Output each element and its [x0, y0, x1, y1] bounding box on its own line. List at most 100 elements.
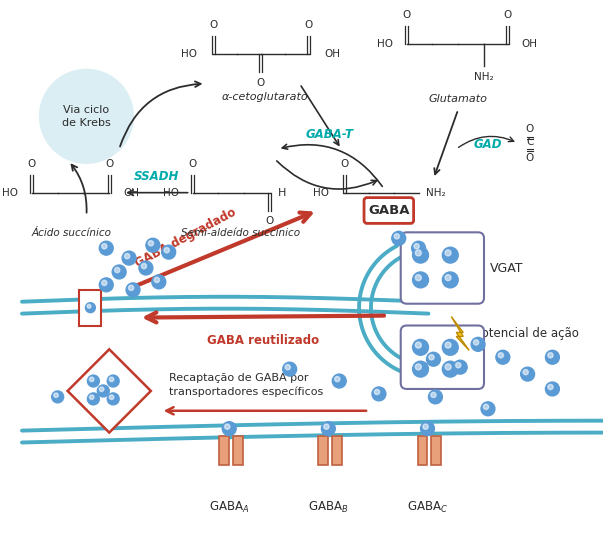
Circle shape: [394, 233, 399, 239]
Bar: [431, 436, 441, 465]
Circle shape: [548, 352, 553, 358]
Bar: [418, 436, 427, 465]
Circle shape: [375, 390, 379, 394]
Circle shape: [321, 422, 335, 436]
Text: NH₂: NH₂: [427, 188, 446, 197]
Circle shape: [442, 272, 458, 288]
Circle shape: [107, 375, 119, 387]
Circle shape: [98, 385, 109, 397]
Text: OH: OH: [324, 49, 341, 59]
Circle shape: [324, 424, 329, 429]
Text: α-cetoglutarato: α-cetoglutarato: [222, 91, 308, 102]
Circle shape: [112, 265, 126, 279]
Circle shape: [155, 277, 159, 282]
Polygon shape: [451, 316, 469, 350]
Text: O: O: [525, 124, 534, 134]
Text: C: C: [526, 137, 533, 147]
Text: O: O: [188, 159, 196, 169]
Text: GABA$_C$: GABA$_C$: [407, 500, 448, 515]
Circle shape: [141, 264, 147, 268]
Text: HO: HO: [2, 188, 18, 197]
Circle shape: [332, 374, 346, 388]
Circle shape: [87, 393, 99, 405]
Text: VGAT: VGAT: [490, 261, 524, 274]
Circle shape: [413, 247, 428, 263]
Text: SSADH: SSADH: [134, 170, 179, 183]
Circle shape: [413, 361, 428, 377]
Circle shape: [498, 352, 504, 358]
Text: GABA-T: GABA-T: [305, 128, 353, 141]
Circle shape: [415, 342, 421, 348]
Text: HO: HO: [181, 49, 198, 59]
Text: GABA reutilizado: GABA reutilizado: [207, 335, 319, 348]
Circle shape: [99, 241, 113, 255]
Circle shape: [473, 340, 479, 345]
Circle shape: [453, 360, 467, 374]
Circle shape: [413, 339, 428, 355]
Bar: [332, 436, 342, 465]
FancyBboxPatch shape: [364, 197, 414, 223]
Circle shape: [445, 364, 451, 370]
Text: GABA$_A$: GABA$_A$: [209, 500, 250, 515]
Text: Potencial de ação: Potencial de ação: [475, 327, 579, 340]
Text: HO: HO: [313, 188, 329, 197]
Circle shape: [428, 390, 442, 404]
Circle shape: [102, 280, 107, 286]
Text: HO: HO: [377, 39, 393, 49]
Text: OH: OH: [123, 188, 139, 197]
Circle shape: [85, 303, 95, 313]
Circle shape: [484, 404, 488, 409]
Circle shape: [545, 350, 559, 364]
Circle shape: [122, 251, 136, 265]
Circle shape: [429, 355, 434, 360]
Text: O: O: [340, 159, 348, 169]
Circle shape: [283, 362, 296, 376]
Text: OH: OH: [522, 39, 538, 49]
Circle shape: [481, 402, 495, 416]
Text: GABA degradado: GABA degradado: [133, 206, 238, 271]
Circle shape: [335, 377, 340, 382]
Circle shape: [164, 247, 170, 253]
Text: O: O: [504, 10, 512, 20]
Circle shape: [431, 392, 436, 398]
Text: O: O: [304, 20, 313, 30]
FancyBboxPatch shape: [401, 232, 484, 303]
Circle shape: [548, 384, 553, 390]
Circle shape: [152, 275, 166, 289]
Bar: [219, 436, 229, 465]
Text: Via ciclo
de Krebs: Via ciclo de Krebs: [62, 105, 111, 128]
Circle shape: [421, 422, 435, 436]
Text: GABA$_B$: GABA$_B$: [308, 500, 348, 515]
Circle shape: [109, 395, 114, 400]
Circle shape: [54, 393, 58, 398]
Bar: [318, 436, 328, 465]
Circle shape: [128, 285, 134, 291]
Text: O: O: [265, 216, 274, 226]
Circle shape: [392, 231, 405, 245]
Text: Glutamato: Glutamato: [429, 94, 488, 103]
Circle shape: [372, 387, 386, 401]
Circle shape: [109, 377, 114, 381]
Circle shape: [285, 365, 290, 370]
Text: Semi-aldeído succínico: Semi-aldeído succínico: [181, 228, 300, 238]
Circle shape: [496, 350, 510, 364]
Circle shape: [124, 253, 130, 259]
Circle shape: [445, 342, 451, 348]
Circle shape: [90, 377, 94, 381]
Circle shape: [99, 278, 113, 292]
Text: O: O: [209, 20, 218, 30]
Circle shape: [445, 275, 451, 281]
Circle shape: [445, 250, 451, 256]
Circle shape: [545, 382, 559, 396]
Text: O: O: [105, 159, 113, 169]
Circle shape: [222, 422, 236, 436]
Polygon shape: [68, 349, 151, 433]
Circle shape: [99, 387, 104, 392]
Circle shape: [415, 275, 421, 281]
Text: GABA: GABA: [368, 204, 410, 217]
Circle shape: [456, 363, 461, 368]
Text: O: O: [525, 153, 534, 163]
Circle shape: [102, 244, 107, 249]
Circle shape: [126, 283, 140, 297]
Circle shape: [442, 247, 458, 263]
